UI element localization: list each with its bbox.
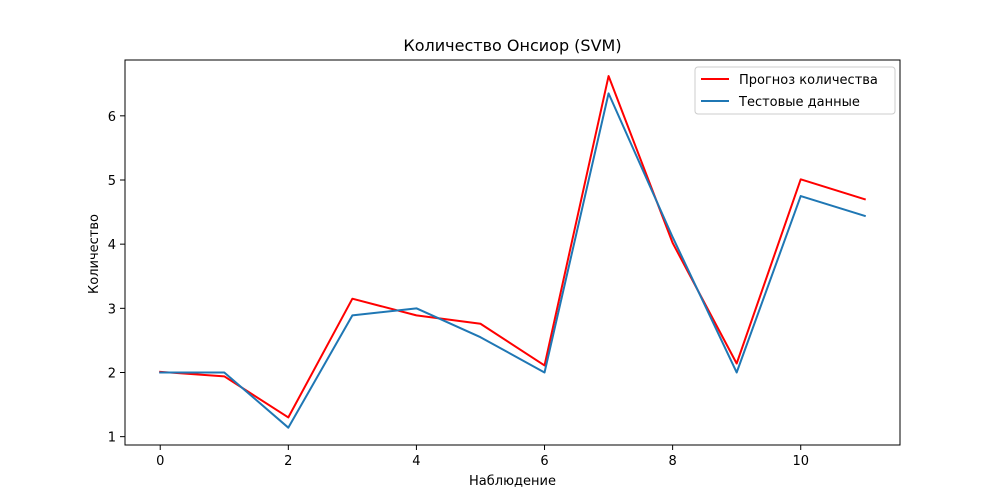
- y-tick-label: 3: [108, 302, 116, 317]
- axes-frame: [124, 59, 901, 446]
- x-tick-label: 2: [284, 454, 292, 469]
- x-tick-label: 10: [792, 454, 809, 469]
- legend: Прогноз количества Тестовые данные: [694, 66, 896, 115]
- y-tick-label: 2: [108, 366, 116, 381]
- legend-label-2: Тестовые данные: [738, 95, 860, 110]
- y-axis-label: Количество: [87, 214, 102, 294]
- x-tick-label: 6: [540, 454, 548, 469]
- chart-title: Количество Онсиор (SVM): [403, 36, 621, 55]
- y-tick-label: 6: [108, 110, 116, 125]
- y-tick-label: 5: [108, 174, 116, 189]
- x-axis-label: Наблюдение: [469, 474, 556, 489]
- y-tick-label: 4: [108, 238, 116, 253]
- x-tick-label: 8: [668, 454, 676, 469]
- y-tick-label: 1: [108, 431, 116, 446]
- series-line-1: [159, 75, 867, 419]
- legend-box: [694, 66, 896, 115]
- x-tick-label: 0: [156, 454, 164, 469]
- legend-label-1: Прогноз количества: [739, 73, 878, 88]
- series-line-2: [159, 92, 867, 429]
- x-tick-label: 4: [412, 454, 420, 469]
